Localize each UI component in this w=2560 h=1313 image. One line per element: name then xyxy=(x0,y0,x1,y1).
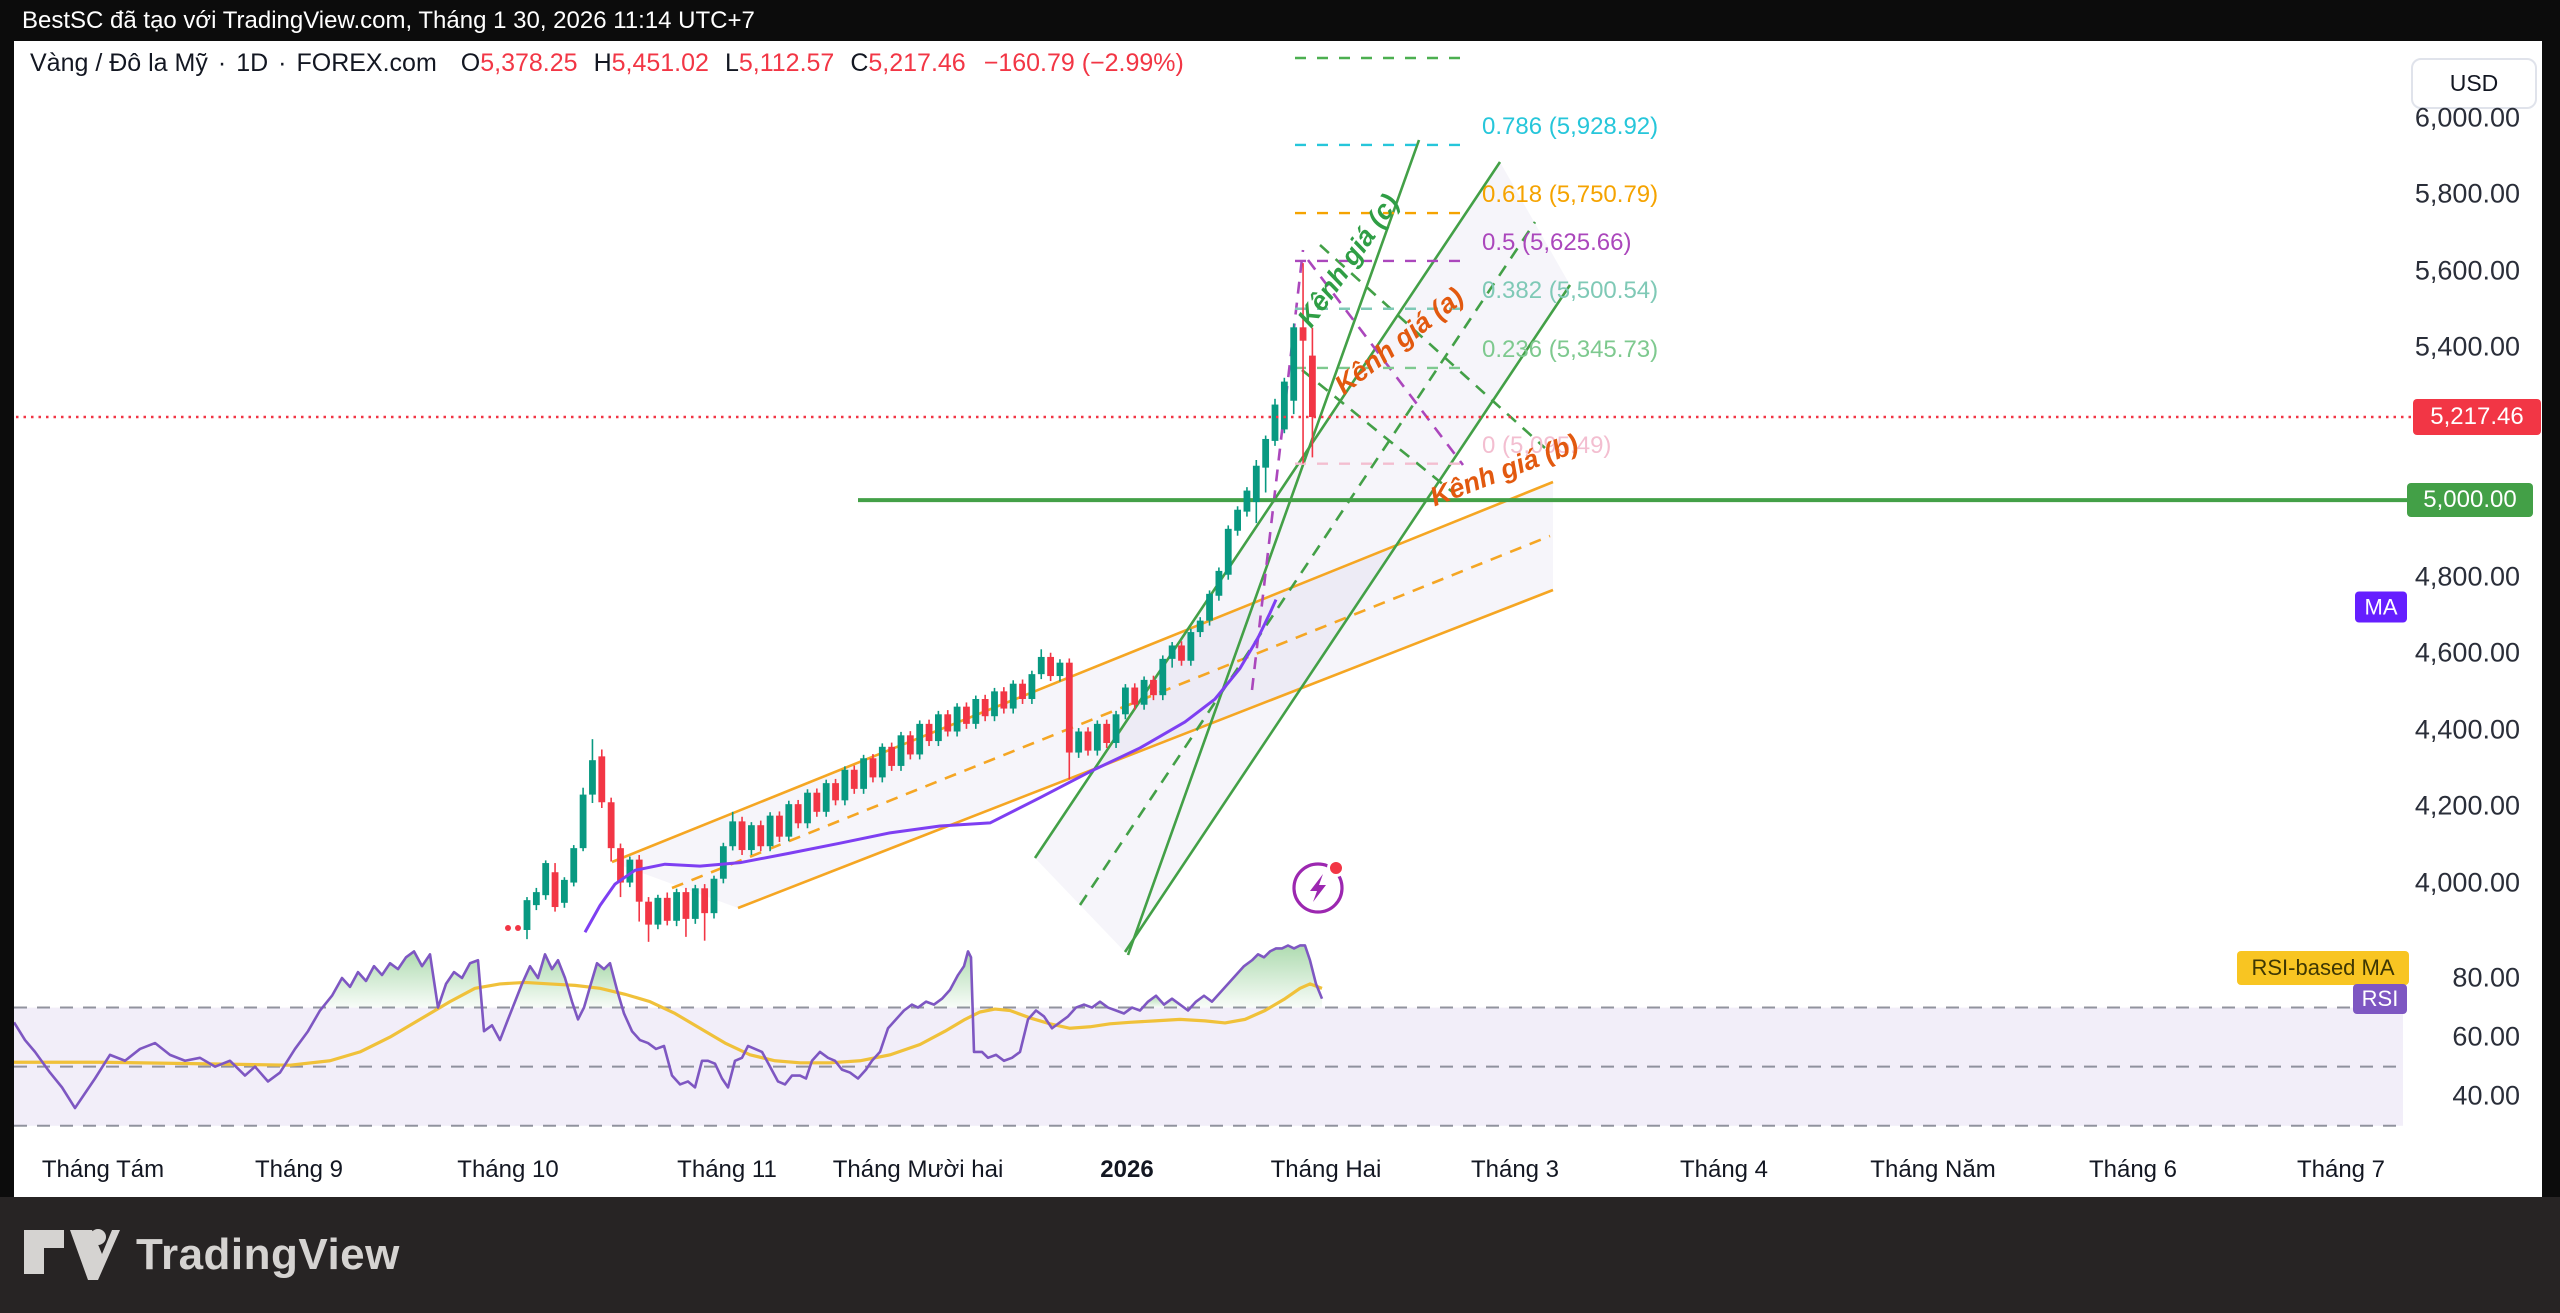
channel-lines[interactable] xyxy=(611,139,1572,956)
fib-level-label: 0.786 (5,928.92) xyxy=(1482,112,1659,140)
price-tick-label: 4,200.00 xyxy=(2414,790,2520,821)
time-tick-label: 2026 xyxy=(1100,1156,1154,1183)
symbol-header: Vàng / Đô la Mỹ · 1D · FOREX.com O 5,378.… xyxy=(30,49,1184,78)
fib-level-label: 0.236 (5,345.73) xyxy=(1482,335,1659,363)
price-tick-label: 5,800.00 xyxy=(2414,178,2520,209)
ohlc-value: 5,112.57 xyxy=(738,49,835,77)
price-tick-label: 4,600.00 xyxy=(2414,637,2520,668)
time-tick-label: Tháng Tám xyxy=(41,1156,165,1183)
price-tick-label: 4,800.00 xyxy=(2414,561,2520,592)
ohlc-value: 5,217.46 xyxy=(868,49,966,77)
time-tick-label: Tháng Năm xyxy=(1870,1156,1996,1183)
ohlc-readout: O 5,378.25 H 5,451.02 L 5,112.57 C 5,217.46 xyxy=(461,49,982,78)
attribution-bar: BestSC đã tạo với TradingView.com, Tháng… xyxy=(0,0,2560,41)
header-separator: · xyxy=(278,49,287,77)
time-tick-label: Tháng 6 xyxy=(2088,1156,2178,1183)
time-tick-label: Tháng 4 xyxy=(1679,1156,1769,1183)
time-tick-label: Tháng 7 xyxy=(2296,1156,2386,1183)
footer-bar: TradingView xyxy=(0,1197,2560,1313)
time-tick-label: Tháng Mười hai xyxy=(832,1156,1004,1183)
ohlc-letter: H xyxy=(593,49,612,77)
time-tick-label: Tháng 10 xyxy=(457,1156,559,1183)
rsi-tick-label: 60.00 xyxy=(2452,1021,2520,1052)
tradingview-logo-icon xyxy=(24,1229,120,1280)
price-tick-label: 6,000.00 xyxy=(2414,102,2520,133)
fib-level-label: 0.382 (5,500.54) xyxy=(1482,276,1659,304)
currency-label: USD xyxy=(2449,70,2499,96)
channel-fills xyxy=(612,162,1570,952)
price-tick-label: 4,000.00 xyxy=(2414,867,2520,898)
rsi-tick-label: 80.00 xyxy=(2452,962,2520,993)
chart-canvas[interactable] xyxy=(14,41,2542,1197)
ma-indicator-badge: MA xyxy=(2355,591,2407,623)
timeframe-label[interactable]: 1D xyxy=(236,49,269,77)
chart-panel: Vàng / Đô la Mỹ · 1D · FOREX.com O 5,378.… xyxy=(14,41,2542,1197)
ohlc-value: 5,378.25 xyxy=(480,49,578,77)
tradingview-logo-text: TradingView xyxy=(136,1230,400,1279)
price-level-badge: 5,000.00 xyxy=(2407,483,2533,518)
rsi-tick-label: 40.00 xyxy=(2452,1080,2520,1111)
ohlc-letter: C xyxy=(850,49,869,77)
rsi-ma-badge: RSI-based MA xyxy=(2237,951,2409,985)
fib-level-label: 0 (5,095.49) xyxy=(1482,431,1612,459)
price-tick-label: 4,400.00 xyxy=(2414,714,2520,745)
rsi-badge: RSI xyxy=(2353,984,2407,1014)
time-tick-label: Tháng Hai xyxy=(1270,1156,1382,1183)
symbol-title[interactable]: Vàng / Đô la Mỹ xyxy=(30,49,208,77)
ohlc-letter: L xyxy=(724,49,739,77)
exchange-label[interactable]: FOREX.com xyxy=(296,49,437,77)
price-tick-label: 5,400.00 xyxy=(2414,331,2520,362)
time-tick-label: Tháng 9 xyxy=(254,1156,344,1183)
time-tick-label: Tháng 3 xyxy=(1470,1156,1560,1183)
price-tick-label: 5,600.00 xyxy=(2414,255,2520,286)
chart-markers[interactable] xyxy=(505,859,1345,932)
time-tick-label: Tháng 11 xyxy=(677,1156,777,1183)
currency-toggle-button[interactable]: USD xyxy=(2411,58,2537,109)
ohlc-value: 5,451.02 xyxy=(611,49,709,77)
fib-level-label: 0.5 (5,625.66) xyxy=(1482,228,1632,256)
header-separator: · xyxy=(217,49,227,77)
fib-level-label: 0.618 (5,750.79) xyxy=(1482,181,1659,209)
last-price-badge: 5,217.46 xyxy=(2413,399,2541,435)
change-readout: −160.79 (−2.99%) xyxy=(983,49,1184,77)
candlesticks[interactable] xyxy=(523,263,1316,942)
rsi-pane[interactable] xyxy=(14,944,2403,1127)
fib-retracement-lines[interactable] xyxy=(1295,56,1467,465)
price-ma-line[interactable] xyxy=(583,598,1278,934)
ohlc-letter: O xyxy=(460,49,481,77)
attribution-text: BestSC đã tạo với TradingView.com, Tháng… xyxy=(22,6,755,34)
